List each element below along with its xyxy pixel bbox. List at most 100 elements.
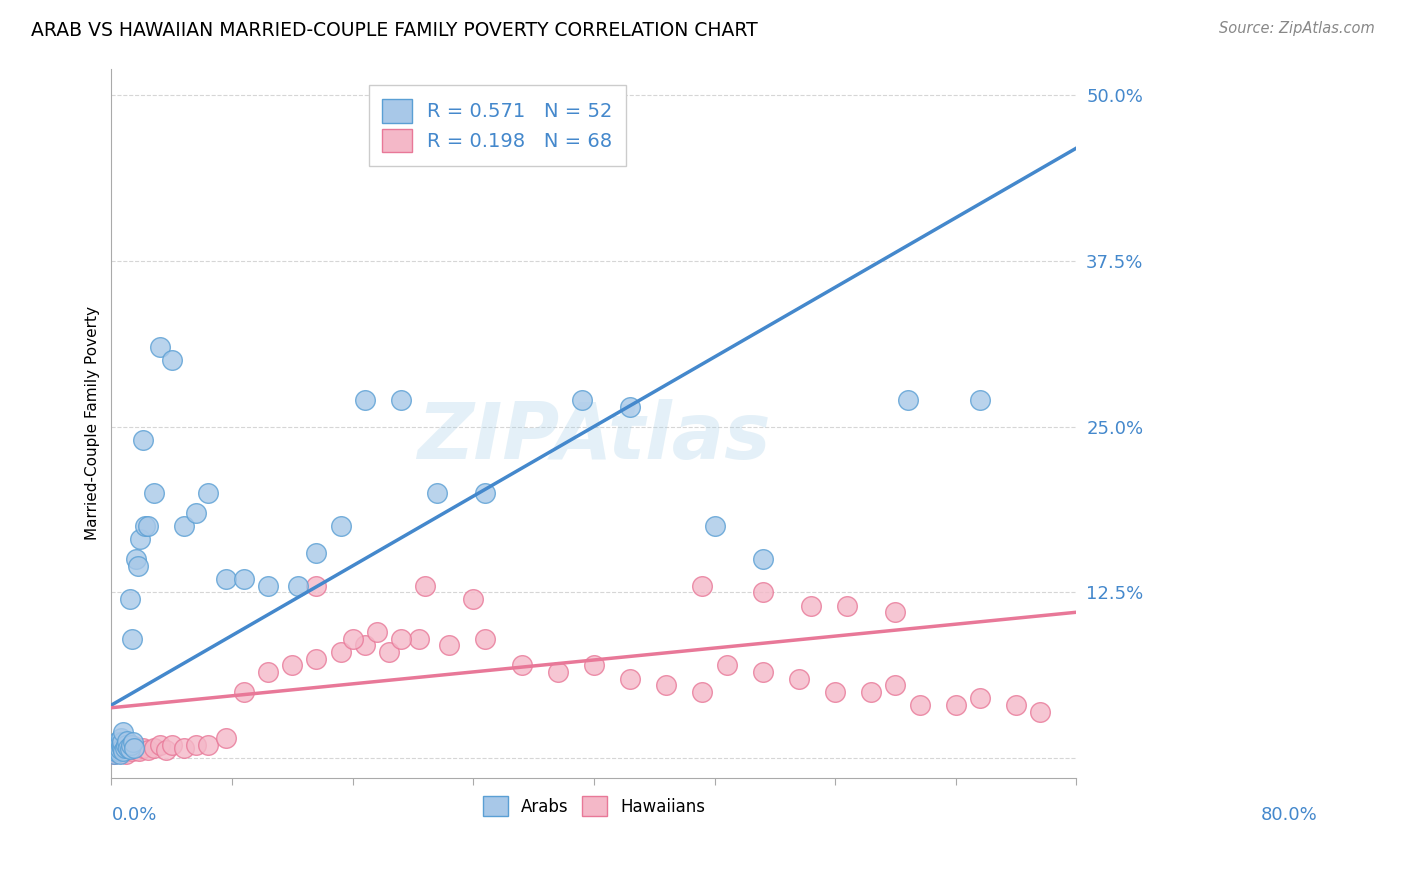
Text: 80.0%: 80.0% [1261, 806, 1317, 824]
Point [103, 747, 125, 761]
Point [112, 744, 135, 758]
Point [118, 741, 141, 756]
Point [1029, 705, 1052, 719]
Point [184, 506, 207, 520]
Point [287, 579, 309, 593]
Point [692, 579, 714, 593]
Point [860, 685, 883, 699]
Point [117, 740, 139, 755]
Point [510, 658, 533, 673]
Point [353, 392, 375, 407]
Point [111, 740, 134, 755]
Point [305, 579, 328, 593]
Point [115, 743, 138, 757]
Point [104, 744, 127, 758]
Point [107, 743, 129, 757]
Point [111, 735, 134, 749]
Legend: Arabs, Hawaiians: Arabs, Hawaiians [475, 789, 711, 823]
Point [257, 665, 280, 679]
Text: ARAB VS HAWAIIAN MARRIED-COUPLE FAMILY POVERTY CORRELATION CHART: ARAB VS HAWAIIAN MARRIED-COUPLE FAMILY P… [31, 21, 758, 40]
Point [437, 639, 460, 653]
Point [110, 731, 132, 746]
Point [426, 486, 449, 500]
Point [389, 392, 412, 407]
Point [329, 519, 352, 533]
Point [366, 625, 388, 640]
Text: 0.0%: 0.0% [111, 806, 157, 824]
Point [108, 741, 131, 756]
Point [1005, 698, 1028, 712]
Point [121, 632, 143, 646]
Point [655, 678, 678, 692]
Point [389, 632, 412, 646]
Point [110, 738, 132, 752]
Point [413, 579, 436, 593]
Point [281, 658, 304, 673]
Point [114, 740, 136, 755]
Point [108, 746, 131, 760]
Point [103, 747, 125, 761]
Point [118, 741, 141, 756]
Point [155, 743, 177, 757]
Point [142, 486, 165, 500]
Point [571, 392, 593, 407]
Point [110, 738, 132, 752]
Point [787, 672, 810, 686]
Point [692, 685, 714, 699]
Point [215, 572, 238, 586]
Point [132, 740, 155, 755]
Point [582, 658, 605, 673]
Point [184, 738, 207, 752]
Point [716, 658, 738, 673]
Point [112, 724, 135, 739]
Point [142, 740, 165, 755]
Y-axis label: Married-Couple Family Poverty: Married-Couple Family Poverty [86, 306, 100, 541]
Point [127, 558, 149, 573]
Point [129, 533, 152, 547]
Point [160, 353, 183, 368]
Point [463, 591, 485, 606]
Point [160, 738, 183, 752]
Point [342, 632, 364, 646]
Point [110, 744, 132, 758]
Point [105, 746, 128, 760]
Point [752, 665, 775, 679]
Point [353, 639, 375, 653]
Point [124, 552, 146, 566]
Point [122, 735, 145, 749]
Point [128, 744, 150, 758]
Point [619, 400, 641, 414]
Point [824, 685, 846, 699]
Point [233, 572, 256, 586]
Point [896, 392, 918, 407]
Text: Source: ZipAtlas.com: Source: ZipAtlas.com [1219, 21, 1375, 37]
Point [408, 632, 430, 646]
Point [969, 392, 991, 407]
Point [173, 740, 195, 755]
Point [136, 743, 159, 757]
Point [547, 665, 569, 679]
Point [115, 747, 138, 761]
Point [125, 743, 148, 757]
Point [173, 519, 195, 533]
Point [197, 738, 219, 752]
Text: ZIPAtlas: ZIPAtlas [418, 400, 770, 475]
Point [619, 672, 641, 686]
Point [945, 698, 967, 712]
Point [121, 744, 143, 758]
Point [115, 738, 138, 752]
Point [104, 744, 127, 758]
Point [149, 340, 172, 354]
Point [908, 698, 931, 712]
Point [108, 741, 131, 756]
Point [215, 731, 238, 746]
Point [136, 519, 159, 533]
Point [703, 519, 725, 533]
Point [107, 738, 129, 752]
Point [752, 552, 775, 566]
Point [837, 599, 859, 613]
Point [305, 545, 328, 559]
Point [474, 632, 496, 646]
Point [114, 740, 136, 755]
Point [115, 734, 138, 748]
